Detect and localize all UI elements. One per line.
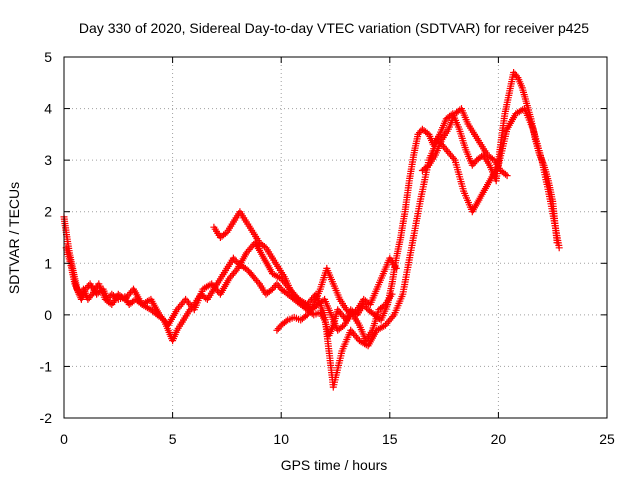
y-tick-label: 0 bbox=[44, 307, 52, 323]
y-tick-label: 3 bbox=[44, 152, 52, 168]
series-markers bbox=[210, 208, 400, 334]
x-tick-label: 20 bbox=[491, 431, 507, 447]
y-tick-labels: -2 -1 0 1 2 3 4 5 bbox=[40, 49, 53, 426]
x-axis-label: GPS time / hours bbox=[281, 457, 388, 473]
x-tick-label: 15 bbox=[382, 431, 398, 447]
series-markers bbox=[273, 264, 396, 345]
x-tick-labels: 0 5 10 15 20 25 bbox=[60, 431, 615, 447]
x-tick-label: 25 bbox=[599, 431, 615, 447]
chart-title: Day 330 of 2020, Sidereal Day-to-day VTE… bbox=[79, 20, 589, 36]
data-series bbox=[60, 69, 563, 391]
x-tick-label: 10 bbox=[273, 431, 289, 447]
y-tick-label: 5 bbox=[44, 49, 52, 65]
series-markers bbox=[418, 105, 511, 180]
axis-ticks bbox=[63, 56, 608, 419]
y-axis-label: SDTVAR / TECUs bbox=[6, 182, 22, 294]
series-segment-5 bbox=[418, 105, 511, 180]
y-tick-label: -2 bbox=[40, 410, 53, 426]
x-tick-label: 5 bbox=[169, 431, 177, 447]
series-segment-4 bbox=[273, 264, 396, 345]
series-segment-3 bbox=[210, 208, 400, 334]
grid-lines bbox=[64, 57, 607, 418]
y-tick-label: 1 bbox=[44, 255, 52, 271]
series-markers bbox=[62, 105, 563, 391]
series-segment-2 bbox=[62, 105, 563, 391]
y-tick-label: 2 bbox=[44, 204, 52, 220]
y-tick-label: -1 bbox=[40, 358, 53, 374]
plot-frame bbox=[63, 56, 608, 419]
y-tick-label: 4 bbox=[44, 101, 52, 117]
x-tick-label: 0 bbox=[60, 431, 68, 447]
